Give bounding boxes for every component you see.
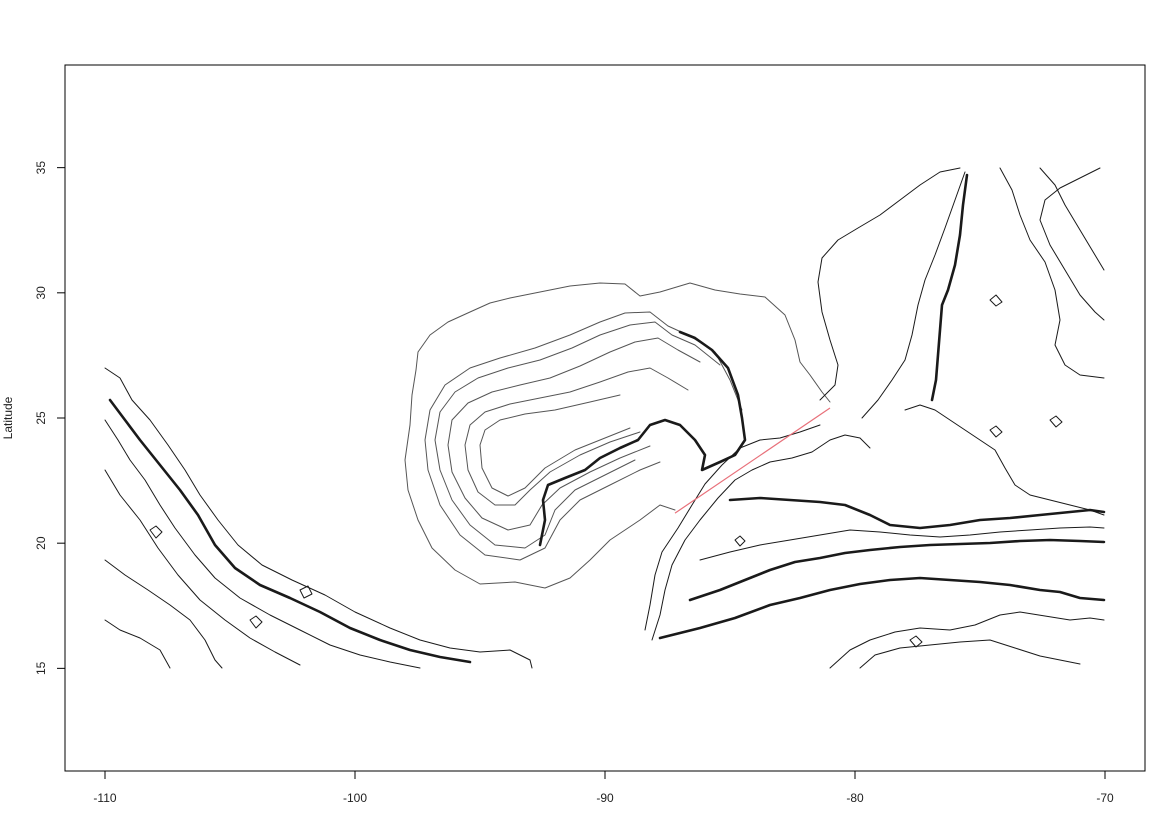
- pacific-slope-3: [104, 469, 301, 666]
- x-tick-label: -100: [343, 791, 367, 805]
- atlantic-slope: [861, 171, 966, 419]
- caribbean-south-contour: [829, 611, 1105, 669]
- yucatan-contour-2: [644, 424, 821, 631]
- y-tick-label: 25: [34, 411, 48, 425]
- x-axis: -110 -100 -90 -80 -70: [93, 771, 1114, 805]
- seamount-2: [249, 615, 263, 629]
- pacific-abyssal: [104, 559, 223, 669]
- pacific-abyssal-2: [104, 619, 171, 669]
- y-tick-label: 15: [34, 661, 48, 675]
- atlantic-deep-2: [1039, 167, 1105, 271]
- contour-lines: [104, 167, 1106, 669]
- yucatan-contour: [651, 434, 871, 641]
- seamount-4: [734, 535, 746, 547]
- gulf-contour-4: [464, 367, 689, 506]
- seamount-6: [1049, 415, 1063, 428]
- x-tick-label: -110: [93, 791, 116, 805]
- y-tick-label: 30: [34, 286, 48, 300]
- cuba-margin: [728, 496, 1106, 530]
- y-axis-title: Latitude: [1, 396, 15, 439]
- caribbean-south-contour-2: [859, 639, 1081, 669]
- x-tick-label: -90: [596, 791, 614, 805]
- gulf-contour-2: [434, 321, 721, 549]
- gulf-shelf-contour: [404, 282, 831, 589]
- y-tick-label: 20: [34, 536, 48, 550]
- atlantic-deep-3: [1039, 167, 1105, 321]
- x-tick-label: -70: [1096, 791, 1114, 805]
- gulf-contour-5: [479, 394, 631, 497]
- y-tick-label: 35: [34, 161, 48, 175]
- bahamas-contour: [904, 404, 1105, 516]
- gulf-contour-1: [424, 311, 743, 561]
- gulf-escarpment: [538, 330, 747, 547]
- transect-line: [674, 407, 831, 514]
- seamount-5: [989, 425, 1003, 438]
- pacific-trench: [108, 398, 472, 664]
- caribbean-trench-south: [658, 576, 1106, 640]
- plot-frame: [64, 64, 1146, 772]
- pacific-slope-1: [104, 367, 533, 669]
- y-axis: 15 20 25 30 35: [34, 161, 65, 675]
- florida-shelf: [817, 167, 961, 401]
- pacific-slope-2: [104, 419, 421, 669]
- seamount-8: [989, 294, 1003, 307]
- seamount-3: [299, 585, 313, 599]
- blake-escarpment: [930, 173, 969, 402]
- caribbean-mid: [699, 526, 1105, 561]
- seamount-7: [909, 635, 923, 648]
- atlantic-deep: [999, 167, 1105, 379]
- cayman-trench: [688, 538, 1106, 602]
- seamount-1: [149, 525, 163, 539]
- x-tick-label: -80: [846, 791, 864, 805]
- gulf-contour-3: [447, 337, 701, 531]
